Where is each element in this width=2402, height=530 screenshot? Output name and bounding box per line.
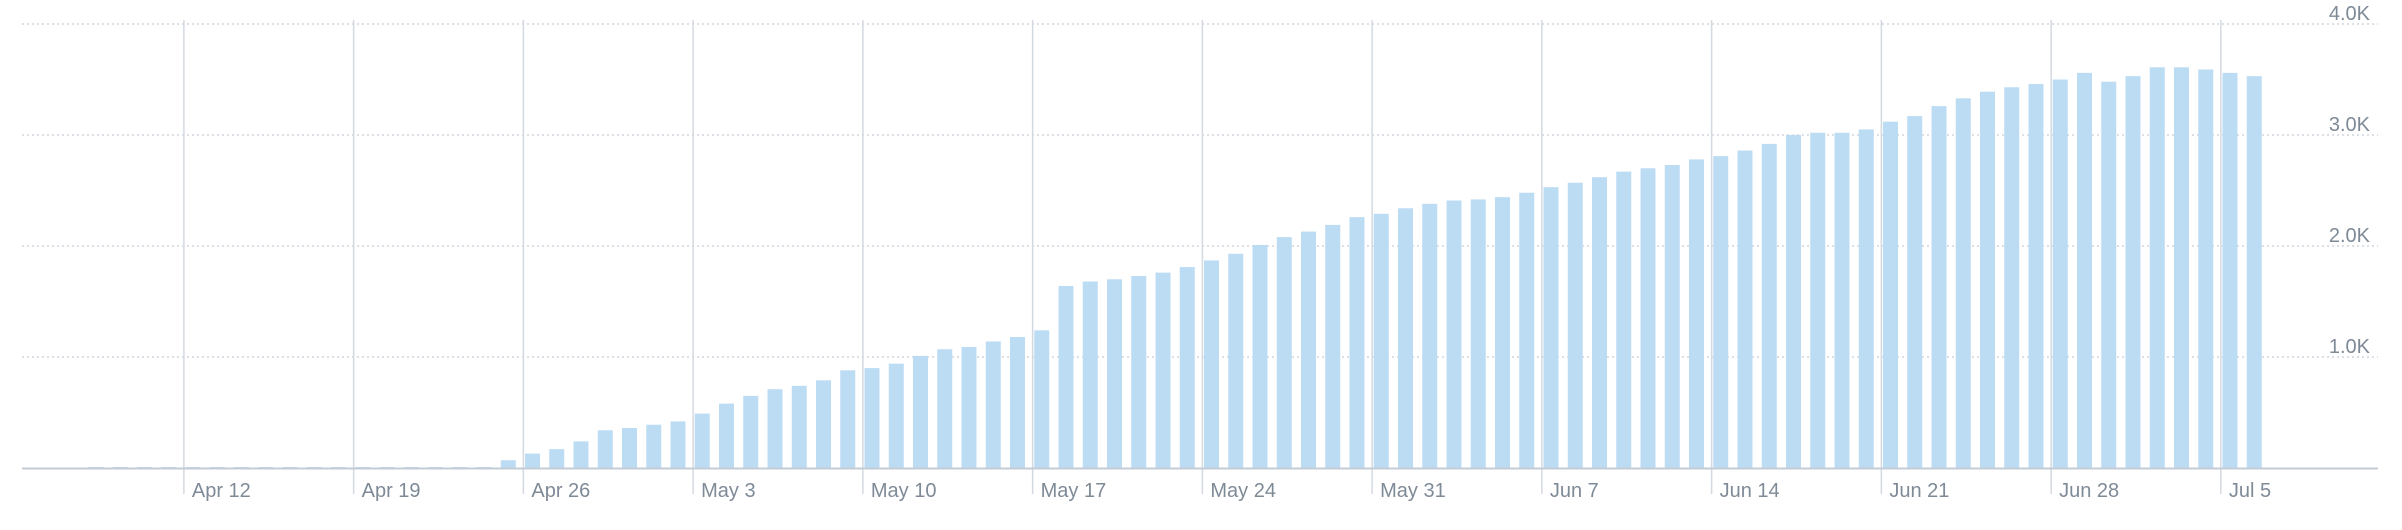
bar[interactable] <box>1786 135 1801 468</box>
bar[interactable] <box>1980 91 1995 469</box>
bar[interactable] <box>2052 79 2068 469</box>
bar[interactable] <box>622 428 637 468</box>
bar[interactable] <box>500 460 516 468</box>
bar[interactable] <box>1446 200 1462 469</box>
bar[interactable] <box>1276 237 1292 468</box>
bar[interactable] <box>694 413 710 468</box>
bar[interactable] <box>1373 213 1389 468</box>
grid-layer <box>22 20 2378 494</box>
bar[interactable] <box>646 424 662 468</box>
bar[interactable] <box>2222 72 2238 468</box>
y-tick-label: 1.0K <box>2329 336 2371 358</box>
bar[interactable] <box>1082 281 1098 468</box>
bar[interactable] <box>1858 129 1874 468</box>
bar[interactable] <box>2174 67 2189 468</box>
x-tick-label: May 10 <box>871 480 937 502</box>
x-tick-label: Apr 26 <box>531 480 590 502</box>
bar[interactable] <box>1131 275 1147 468</box>
bar[interactable] <box>1810 132 1826 468</box>
bar[interactable] <box>1883 121 1898 469</box>
bar[interactable] <box>937 349 953 468</box>
bar[interactable] <box>1834 132 1850 468</box>
bar[interactable] <box>1689 159 1704 469</box>
y-tick-label: 4.0K <box>2329 3 2371 25</box>
bar[interactable] <box>2198 69 2214 468</box>
axis-layer: 1.0K 2.0K 3.0K 4.0K Apr 12 Apr 19 Apr 26 May 3 M… <box>22 3 2378 502</box>
y-tick-label: 3.0K <box>2329 114 2371 136</box>
bar[interactable] <box>791 385 807 468</box>
bar[interactable] <box>1616 171 1632 468</box>
bar[interactable] <box>961 347 977 468</box>
bar[interactable] <box>719 403 734 468</box>
bar[interactable] <box>2077 72 2092 468</box>
bar[interactable] <box>888 363 904 468</box>
bar[interactable] <box>597 430 613 468</box>
y-tick-label: 2.0K <box>2329 225 2371 247</box>
bar[interactable] <box>1058 285 1074 468</box>
x-tick-label: Jun 28 <box>2059 480 2119 502</box>
bar[interactable] <box>1204 260 1219 468</box>
x-tick-label: May 31 <box>1380 480 1446 502</box>
bar[interactable] <box>1713 156 1729 468</box>
bar[interactable] <box>1398 208 1413 468</box>
bar[interactable] <box>985 341 1001 468</box>
x-tick-label: May 24 <box>1210 480 1276 502</box>
x-tick-label: Apr 19 <box>362 480 421 502</box>
bar[interactable] <box>2101 81 2117 468</box>
x-tick-label: Jun 21 <box>1889 480 1949 502</box>
x-tick-label: Jun 14 <box>1720 480 1780 502</box>
x-tick-label: Apr 12 <box>192 480 251 502</box>
bar[interactable] <box>1301 231 1316 468</box>
bar[interactable] <box>2028 83 2044 468</box>
bar[interactable] <box>1034 330 1050 468</box>
x-tick-label: Jul 5 <box>2229 480 2271 502</box>
bar[interactable] <box>767 389 783 468</box>
bar[interactable] <box>2004 87 2020 469</box>
bar[interactable] <box>1349 217 1365 468</box>
bar[interactable] <box>1422 203 1438 468</box>
x-tick-label: May 3 <box>701 480 755 502</box>
bar[interactable] <box>525 453 540 468</box>
bar[interactable] <box>1155 272 1171 468</box>
bar[interactable] <box>743 395 759 468</box>
bar[interactable] <box>573 441 589 468</box>
bar[interactable] <box>1931 106 1947 468</box>
bar[interactable] <box>549 449 565 468</box>
bar[interactable] <box>2149 67 2165 468</box>
bar-layer <box>88 67 2262 469</box>
bar[interactable] <box>913 355 928 468</box>
bar[interactable] <box>2125 76 2141 469</box>
x-tick-label: Jun 7 <box>1550 480 1599 502</box>
bar[interactable] <box>1107 279 1122 468</box>
bar[interactable] <box>1592 177 1607 468</box>
bar[interactable] <box>1907 116 1923 468</box>
bar[interactable] <box>1543 187 1559 469</box>
bar[interactable] <box>1252 244 1268 468</box>
bar[interactable] <box>2246 76 2262 469</box>
x-tick-label: May 17 <box>1041 480 1107 502</box>
bar[interactable] <box>864 368 880 468</box>
bar[interactable] <box>816 380 831 468</box>
bar[interactable] <box>840 370 856 468</box>
bar[interactable] <box>1010 337 1025 468</box>
bar[interactable] <box>1664 164 1680 468</box>
bar[interactable] <box>1325 224 1341 468</box>
bar[interactable] <box>1567 182 1583 469</box>
bar[interactable] <box>1228 253 1244 468</box>
bar[interactable] <box>1519 192 1535 468</box>
bar[interactable] <box>1470 199 1486 468</box>
bar[interactable] <box>670 421 686 468</box>
bar[interactable] <box>1640 168 1656 469</box>
bar[interactable] <box>1737 150 1753 469</box>
bar[interactable] <box>1955 98 1971 469</box>
bar[interactable] <box>1179 267 1195 468</box>
bar[interactable] <box>1761 143 1777 468</box>
bar[interactable] <box>1495 197 1510 468</box>
